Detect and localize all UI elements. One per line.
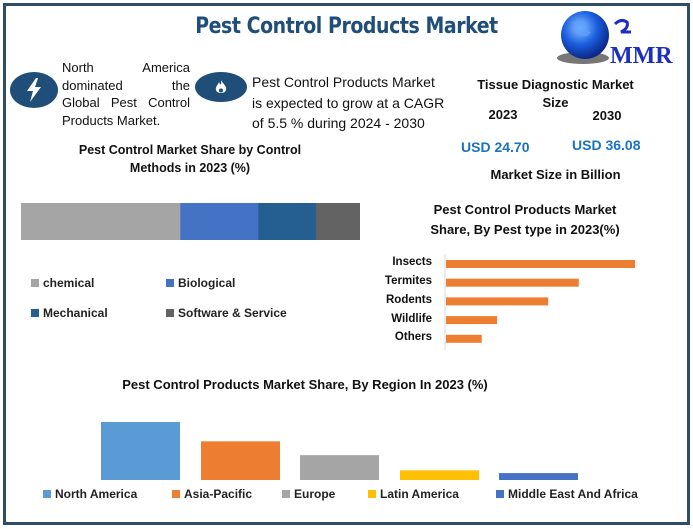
value-start: USD 24.70 <box>461 139 530 155</box>
value-end: USD 36.08 <box>572 137 641 153</box>
control-methods-chart-title: Pest Control Market Share by Control Met… <box>78 143 302 175</box>
bar-rodents <box>446 297 549 306</box>
region-bars <box>101 422 578 480</box>
highlight-north-america: North America dominated the Global Pest … <box>62 60 190 128</box>
y-tick-label: Others <box>394 331 432 343</box>
legend-swatch <box>43 490 51 498</box>
stack-segment-biological <box>180 203 259 240</box>
legend-item-north-america: North America <box>43 487 137 501</box>
stack-segment-chemical <box>21 203 181 240</box>
infographic-frame <box>3 3 690 525</box>
legend-swatch <box>496 490 504 498</box>
legend-swatch <box>166 309 174 317</box>
legend-item-biological: Biological <box>166 276 235 290</box>
pest-type-chart: Insects Termites Rodents Wildlife Others <box>372 254 662 352</box>
control-methods-stacked-bar <box>21 203 360 240</box>
stack-segment-software-service <box>315 203 360 240</box>
bar-asia-pacific <box>201 441 280 480</box>
legend-swatch <box>368 490 376 498</box>
legend-swatch <box>172 490 180 498</box>
bar-others <box>446 334 482 343</box>
legend-item-middle-east-africa: Middle East And Africa <box>496 487 638 501</box>
mmr-logo: MMR <box>553 8 688 69</box>
stack-segment-mechanical <box>258 203 317 240</box>
bar-europe <box>300 455 379 480</box>
region-legend: North America Asia-Pacific Europe Latin … <box>0 487 693 505</box>
legend-item-europe: Europe <box>282 487 335 501</box>
legend-item-software-service: Software & Service <box>166 306 287 320</box>
pest-type-chart-title: Pest Control Products Market Share, By P… <box>430 202 620 237</box>
market-size-title: Tissue Diagnostic Market <box>477 77 634 92</box>
market-size-unit: Market Size in Billion <box>490 167 621 182</box>
year-end: 2030 <box>592 108 622 123</box>
bar-middle-east-and-africa <box>499 473 578 480</box>
pest-type-bars <box>444 254 635 350</box>
globe-icon: MMR <box>557 11 673 69</box>
legend-item-chemical: chemical <box>31 276 94 290</box>
lightning-bolt-icon <box>10 72 58 108</box>
year-start: 2023 <box>488 107 518 122</box>
legend-item-mechanical: Mechanical <box>31 306 108 320</box>
bar-insects <box>446 260 635 268</box>
region-chart-title: Pest Control Products Market Share, By R… <box>122 377 488 392</box>
legend-swatch <box>166 279 174 287</box>
legend-item-latin-america: Latin America <box>368 487 459 501</box>
bar-latin-america <box>400 470 479 480</box>
svg-text:MMR: MMR <box>610 43 673 68</box>
bar-termites <box>446 278 579 287</box>
highlight-cagr: Pest Control Products Market is expected… <box>252 74 445 131</box>
market-size-title-line2: Size <box>542 95 569 110</box>
bar-wildlife <box>446 316 498 325</box>
legend-swatch <box>31 279 39 287</box>
y-tick-label: Wildlife <box>391 313 432 325</box>
bar-north-america <box>101 422 180 480</box>
legend-swatch <box>31 309 39 317</box>
legend-item-asia-pacific: Asia-Pacific <box>172 487 252 501</box>
y-tick-label: Insects <box>392 256 432 268</box>
y-tick-label: Termites <box>384 275 432 287</box>
flame-icon <box>195 72 247 102</box>
page-title: Pest Control Products Market <box>195 14 498 39</box>
legend-swatch <box>282 490 290 498</box>
y-tick-label: Rodents <box>386 294 432 306</box>
